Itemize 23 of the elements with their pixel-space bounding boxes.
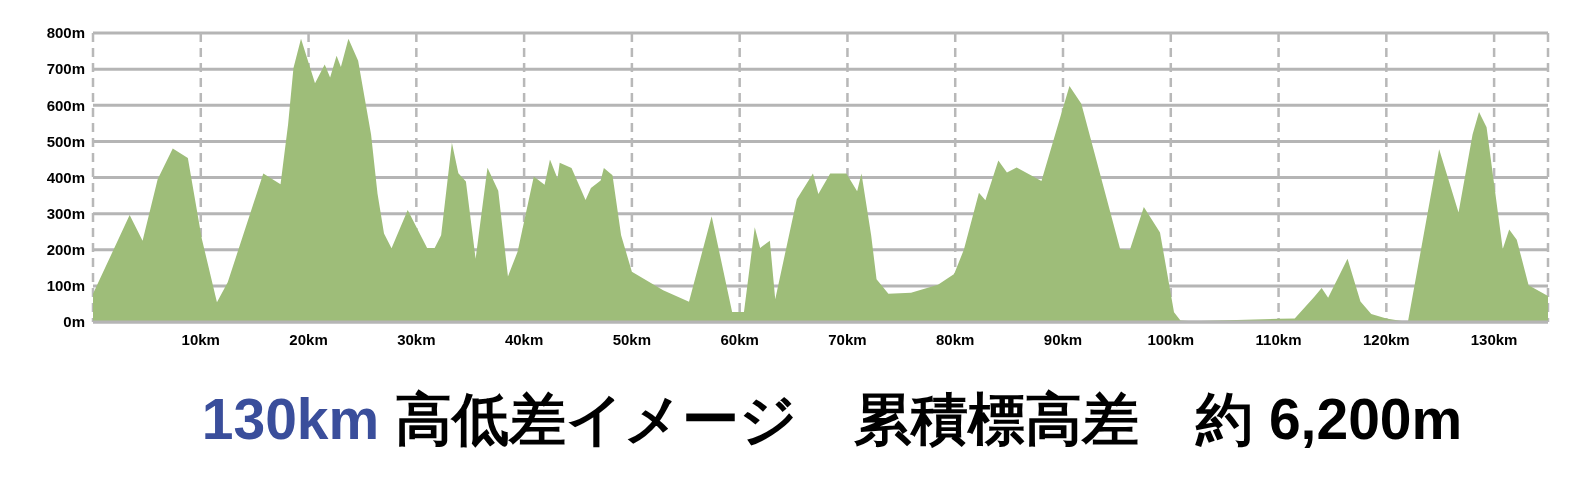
y-tick-label: 400m [46, 168, 85, 186]
y-tick-label: 100m [46, 277, 85, 295]
y-tick-label: 200m [46, 241, 85, 259]
x-tick-label: 20km [289, 330, 328, 348]
x-tick-label: 30km [397, 330, 436, 348]
y-tick-label: 300m [46, 204, 85, 222]
x-tick-label: 50km [612, 330, 652, 348]
x-tick-label: 40km [504, 330, 544, 348]
x-tick-label: 70km [828, 330, 867, 348]
y-tick-label: 600m [46, 96, 85, 114]
x-tick-label: 90km [1043, 330, 1083, 348]
x-tick-label: 60km [720, 330, 759, 348]
y-tick-label: 500m [46, 132, 85, 150]
x-tick-label: 80km [936, 330, 975, 348]
y-tick-label: 700m [46, 60, 85, 78]
text: 130km 高低差イメージ 累積標高差 約 6,200m [201, 387, 1463, 451]
x-tick-label: 130km [1470, 330, 1518, 348]
x-tick-label: 110km [1255, 330, 1302, 348]
x-tick-label: 10km [181, 330, 220, 348]
y-tick-label: 0m [63, 313, 85, 331]
x-tick-label: 100km [1147, 330, 1195, 348]
y-tick-label: 800m [46, 24, 85, 42]
x-tick-label: 120km [1362, 330, 1410, 348]
